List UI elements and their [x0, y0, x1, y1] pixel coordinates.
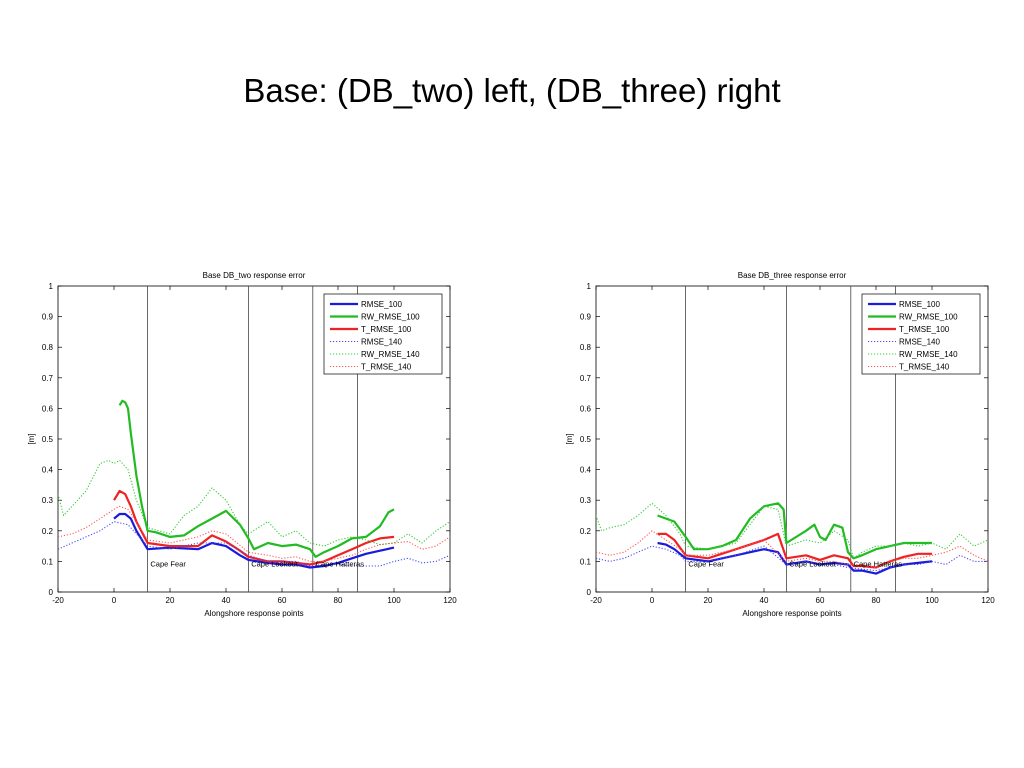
- legend-label: RW_RMSE_100: [899, 313, 958, 322]
- y-tick-label: 0.4: [580, 466, 592, 475]
- legend-label: RMSE_100: [361, 300, 402, 309]
- series-line-rw-rmse-140: [58, 459, 450, 547]
- x-tick-label: 100: [925, 596, 939, 605]
- series-line-rmse-100: [657, 541, 933, 575]
- legend-label: RMSE_100: [899, 300, 940, 309]
- x-tick-label: 120: [981, 596, 995, 605]
- legend-label: RMSE_140: [361, 338, 402, 347]
- y-tick-label: 0.7: [42, 374, 54, 383]
- legend-box: [861, 293, 981, 375]
- x-tick-label: 0: [112, 596, 117, 605]
- cape-annotation: Cape Hatteras: [316, 560, 365, 569]
- legend-label: RW_RMSE_100: [361, 313, 420, 322]
- y-tick-label: 0: [49, 588, 54, 597]
- y-tick-label: 0.5: [580, 435, 592, 444]
- y-tick-label: 0.1: [42, 557, 54, 566]
- legend-label: RW_RMSE_140: [361, 350, 420, 359]
- x-tick-label: 80: [334, 596, 343, 605]
- x-tick-label: 100: [387, 596, 401, 605]
- x-tick-label: -20: [590, 596, 602, 605]
- legend-label: T_RMSE_100: [899, 325, 950, 334]
- series-line-t-rmse-100: [657, 532, 932, 569]
- y-tick-label: 0.8: [580, 343, 592, 352]
- series-line-rmse-100: [113, 512, 395, 569]
- legend-label: RMSE_140: [899, 338, 940, 347]
- cape-annotation: Cape Lookout: [789, 560, 837, 569]
- x-tick-label: 60: [278, 596, 287, 605]
- y-tick-label: 0.6: [42, 404, 54, 413]
- y-tick-label: 1: [49, 282, 54, 291]
- x-axis-label: Alongshore response points: [204, 609, 303, 618]
- legend-label: T_RMSE_100: [361, 325, 412, 334]
- x-tick-label: 0: [650, 596, 655, 605]
- x-tick-label: 80: [872, 596, 881, 605]
- y-tick-label: 1: [587, 282, 592, 291]
- slide-title: Base: (DB_two) left, (DB_three) right: [243, 72, 781, 109]
- y-tick-label: 0.3: [42, 496, 54, 505]
- x-tick-label: 40: [760, 596, 769, 605]
- y-axis-label: [m]: [27, 433, 36, 444]
- series-line-rmse-140: [596, 545, 988, 572]
- y-tick-label: 0.7: [580, 374, 592, 383]
- x-tick-label: 20: [704, 596, 713, 605]
- y-tick-label: 0.2: [580, 527, 592, 536]
- cape-annotation: Cape Lookout: [251, 560, 299, 569]
- y-tick-label: 0.9: [42, 313, 54, 322]
- y-tick-label: 0: [587, 588, 592, 597]
- series-line-rw-rmse-100: [118, 399, 395, 558]
- chart-db-two: Base DB_two response error-20 0 20 40 60 80 10…: [27, 271, 457, 618]
- legend-label: RW_RMSE_140: [899, 350, 958, 359]
- legend-label: T_RMSE_140: [361, 363, 412, 372]
- x-tick-label: -20: [52, 596, 64, 605]
- y-tick-label: 0.2: [42, 527, 54, 536]
- cape-annotation: Cape Hatteras: [854, 560, 903, 569]
- y-tick-label: 0.9: [580, 313, 592, 322]
- x-axis-label: Alongshore response points: [742, 609, 841, 618]
- x-tick-label: 120: [443, 596, 457, 605]
- y-tick-label: 0.8: [42, 343, 54, 352]
- y-tick-label: 0.1: [580, 557, 592, 566]
- series-line-t-rmse-140: [58, 505, 450, 562]
- chart-title: Base DB_three response error: [738, 271, 847, 280]
- series-line-t-rmse-140: [596, 530, 988, 569]
- y-axis-label: [m]: [565, 433, 574, 444]
- y-tick-label: 0.6: [580, 404, 592, 413]
- y-tick-label: 0.3: [580, 496, 592, 505]
- y-tick-label: 0.5: [42, 435, 54, 444]
- y-tick-label: 0.4: [42, 466, 54, 475]
- chart-title: Base DB_two response error: [203, 271, 306, 280]
- x-tick-label: 20: [166, 596, 175, 605]
- legend-label: T_RMSE_140: [899, 363, 950, 372]
- legend-box: [323, 293, 443, 375]
- series-line-t-rmse-100: [113, 489, 395, 566]
- cape-annotation: Cape Fear: [150, 560, 186, 569]
- series-line-rw-rmse-140: [596, 502, 988, 559]
- cape-annotation: Cape Fear: [688, 560, 724, 569]
- x-tick-label: 60: [816, 596, 825, 605]
- series-line-rw-rmse-100: [657, 502, 932, 560]
- chart-db-three: Base DB_three response error-20 0 20 40 60 80…: [565, 271, 995, 618]
- x-tick-label: 40: [222, 596, 231, 605]
